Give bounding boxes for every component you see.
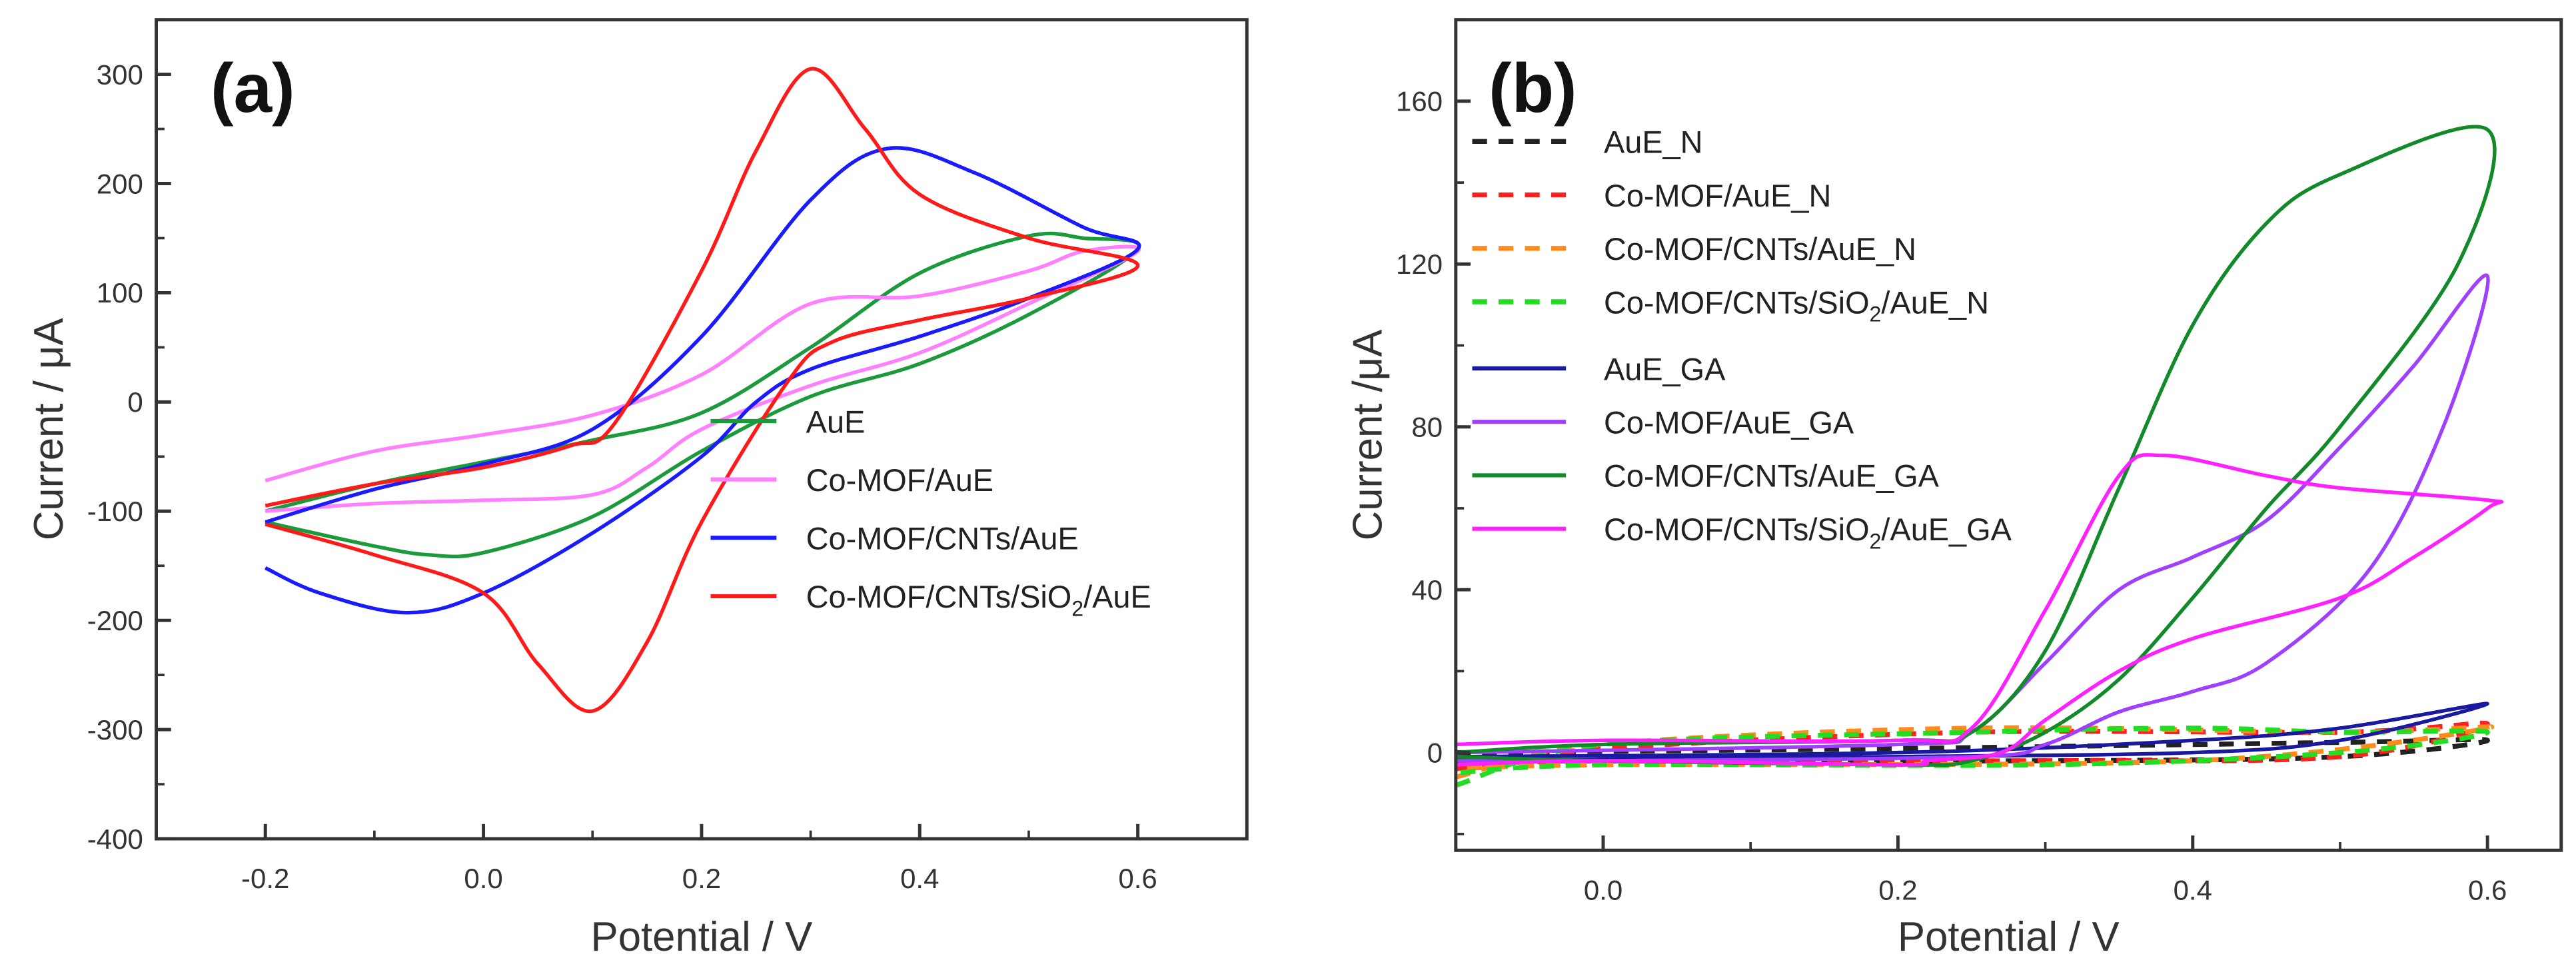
y-tick-label: 40 [1411,574,1443,606]
legend-label: AuE_N [1604,125,1703,160]
series-line [265,231,1141,559]
legend-label: AuE [806,404,866,439]
legend-item: Co-MOF/AuE_GA [1472,406,1854,440]
legend-item: Co-MOF/AuE [710,463,993,498]
x-tick-label: 0.6 [2468,874,2507,905]
legend-item: Co-MOF/CNTs/SiO2/AuE [710,580,1151,621]
x-tick-label: 0.6 [1118,863,1157,894]
y-tick-label: 120 [1396,248,1443,280]
legend-label: Co-MOF/CNTs/SiO2/AuE [806,580,1151,620]
series-line [265,67,1140,714]
legend-item: AuE_GA [1472,352,1726,386]
series-line [1455,125,2497,767]
legend-item: AuE_N [1472,125,1703,160]
series-line [1455,726,2490,788]
y-tick-label: 300 [97,59,143,90]
x-tick-label: 0.4 [900,863,939,894]
legend-label: Co-MOF/CNTs/SiO2/AuE_GA [1604,512,2012,553]
y-tick-label: 80 [1411,412,1443,443]
plot-frame [1454,18,2563,852]
y-tick-label: -100 [87,496,143,527]
legend-label: Co-MOF/AuE [806,463,993,498]
x-tick-label: 0.0 [1584,874,1622,905]
x-tick-label: -0.2 [241,863,289,894]
legend-item: Co-MOF/CNTs/AuE_N [1472,232,1916,266]
y-tick-label: 0 [127,386,143,418]
legend-item: AuE [710,404,865,439]
x-tick-label: 0.0 [464,863,502,894]
legend-label: Co-MOF/CNTs/AuE_GA [1604,459,1940,494]
legend-item: Co-MOF/AuE_N [1472,179,1831,213]
panel-label: (a) [211,49,295,127]
legend: AuE_N Co-MOF/AuE_N Co-MOF/CNTs/AuE_N Co-MOF… [1472,125,2012,553]
x-axis-label: Potential / V [591,914,813,960]
panel-b: 160 120 80 40 0 0.0 0.2 0.4 0.6 Potential / V Curr… [1345,18,2563,960]
y-tick-label: -400 [87,823,143,855]
series-line [265,244,1141,513]
y-tick-label: 0 [1427,737,1443,768]
legend-item: Co-MOF/CNTs/AuE [710,522,1079,556]
legend-label: Co-MOF/AuE_GA [1604,406,1854,440]
y-tick-label: 160 [1396,86,1443,117]
legend-label: Co-MOF/CNTs/AuE [806,522,1079,556]
series-line [1455,737,2490,764]
y-tick-label: 100 [97,277,143,308]
y-tick-label: -200 [87,605,143,636]
legend-item: Co-MOF/CNTs/AuE_GA [1472,459,1940,494]
series-line [265,146,1141,615]
x-axis-label: Potential / V [1898,914,2120,960]
y-tick-label: 200 [97,168,143,199]
y-tick-label: -300 [87,714,143,745]
x-tick-label: 0.4 [2174,874,2212,905]
x-tick-label: 0.2 [1878,874,1917,905]
legend-label: Co-MOF/AuE_N [1604,179,1831,213]
legend-label: Co-MOF/CNTs/AuE_N [1604,232,1916,266]
legend-item: Co-MOF/CNTs/SiO2/AuE_N [1472,285,1989,326]
x-tick-label: 0.2 [682,863,721,894]
legend-label: Co-MOF/CNTs/SiO2/AuE_N [1604,285,1989,326]
series-line [1455,453,2504,767]
panel-a: 300 200 100 0 -100 -200 -300 -400 -0.2 0.0 0.2 0.4 0… [26,18,1249,960]
legend-label: AuE_GA [1604,352,1726,386]
legend: AuE Co-MOF/AuE Co-MOF/CNTs/AuE Co-MOF/CNTs/… [710,404,1151,621]
panel-label: (b) [1489,49,1577,127]
y-axis-label: Current /μA [1345,329,1391,541]
y-axis-label: Current / μA [26,318,72,541]
legend-item: Co-MOF/CNTs/SiO2/AuE_GA [1472,512,2012,553]
